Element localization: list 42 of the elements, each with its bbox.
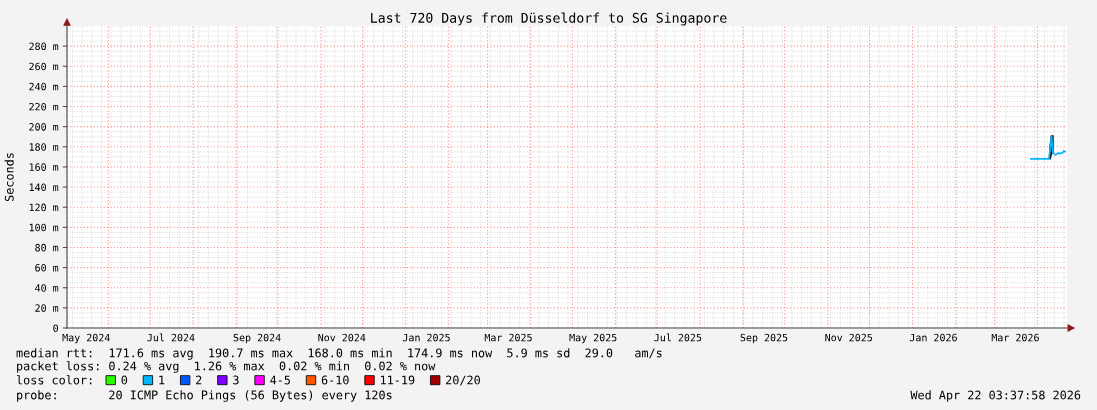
y-tick-label: 20 m xyxy=(35,304,59,312)
y-tick-label: 100 m xyxy=(29,223,59,232)
y-tick-label: 40 m xyxy=(35,284,59,292)
y-tick-label: 160 m xyxy=(29,163,59,171)
y-tick-label: 220 m xyxy=(29,102,59,111)
x-tick-label: Jul 2025 xyxy=(654,333,702,342)
x-tick-label: Sep 2024 xyxy=(233,333,281,344)
x-tick-label: Nov 2025 xyxy=(825,333,873,342)
y-tick-label: 180 m xyxy=(29,143,59,151)
y-tick-label: 280 m xyxy=(29,42,59,51)
text: median rtt: 171.6 ms avg 190.7 ms max 168.0 ms min 174.9 ms now 5.9 ms sd 29.0 am/s xyxy=(16,348,662,360)
legend-label: 2 xyxy=(196,375,202,385)
x-tick-label: May 2025 xyxy=(569,333,617,344)
text: Wed Apr 22 03:37:58 2026 xyxy=(910,390,1081,402)
legend-label: 6-10 xyxy=(321,375,349,385)
x-tick-label: Mar 2026 xyxy=(991,333,1039,342)
x-tick-label: Jan 2025 xyxy=(402,333,450,342)
legend-label: 1 xyxy=(159,375,165,385)
text: probe: 20 ICMP Echo Pings (56 Bytes) every 120s xyxy=(17,390,392,402)
legend-label: 4-5 xyxy=(270,375,290,385)
legend-title: loss color: xyxy=(16,375,92,385)
legend-label: 0 xyxy=(121,375,128,385)
x-tick-label: May 2024 xyxy=(62,333,110,344)
y-tick-label: 120 m xyxy=(29,203,59,212)
x-tick-label: Sep 2025 xyxy=(740,333,788,344)
legend-label: 3 xyxy=(233,375,239,385)
legend-label: 20/20 xyxy=(446,375,480,386)
chart-title: Last 720 Days from Düsseldorf to SG Singapore xyxy=(371,12,727,26)
y-axis-title: Seconds xyxy=(4,153,14,202)
x-tick-label: Nov 2024 xyxy=(318,333,366,342)
text: packet loss: 0.24 % avg 1.26 % max 0.02 % min 0.02 % now xyxy=(17,361,436,373)
legend-label: 11-19 xyxy=(380,375,415,385)
y-tick-label: 0 xyxy=(53,324,59,332)
y-tick-label: 60 m xyxy=(35,264,59,272)
x-tick-label: Jan 2026 xyxy=(909,333,957,342)
y-tick-label: 140 m xyxy=(29,183,59,192)
y-tick-label: 200 m xyxy=(29,123,59,131)
y-tick-label: 260 m xyxy=(29,62,59,71)
x-tick-label: Mar 2025 xyxy=(484,333,532,342)
y-tick-label: 240 m xyxy=(29,82,59,91)
x-tick-label: Jul 2024 xyxy=(147,333,195,342)
y-tick-label: 80 m xyxy=(35,243,59,252)
